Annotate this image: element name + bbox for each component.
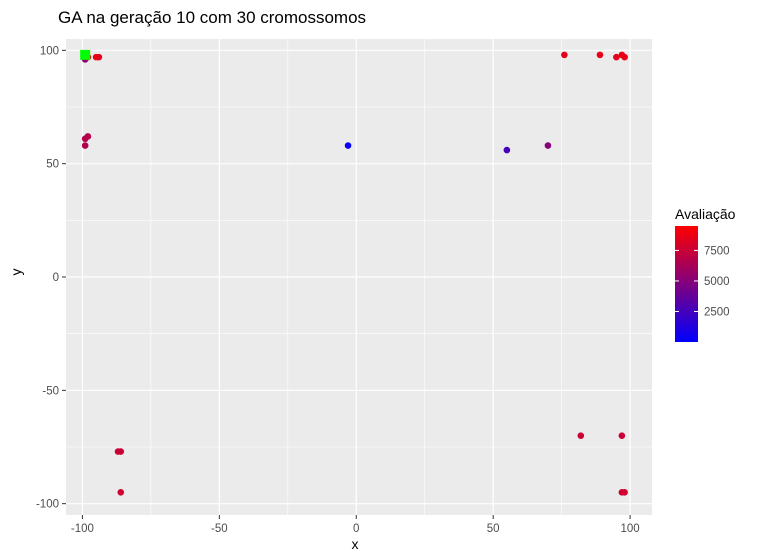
y-tick-label: 50 <box>46 159 59 171</box>
data-point <box>561 51 568 59</box>
data-point <box>621 53 628 61</box>
color-legend: Avaliação 2500 5000 7500 <box>675 206 736 342</box>
y-axis-title: y <box>8 269 24 276</box>
y-axis: -100 -50 0 50 100 <box>36 45 66 511</box>
legend-tick-label: 2500 <box>704 306 730 318</box>
data-point <box>344 142 352 149</box>
legend-tick-label: 5000 <box>704 276 730 288</box>
y-tick-label: -100 <box>36 499 59 511</box>
x-axis-title: x <box>352 536 359 552</box>
data-point <box>117 448 125 455</box>
x-tick-label: 0 <box>353 523 359 535</box>
y-tick-label: 0 <box>53 272 59 284</box>
legend-tick-label: 7500 <box>704 245 730 257</box>
x-axis: -100 -50 0 50 100 <box>71 515 640 535</box>
data-point <box>117 489 125 496</box>
best-solution-marker <box>80 49 91 60</box>
grid-major <box>66 39 652 515</box>
x-tick-label: 100 <box>620 523 639 535</box>
legend-colorbar <box>675 226 698 342</box>
x-tick-label: -50 <box>211 523 228 535</box>
data-point <box>618 432 626 439</box>
data-point <box>503 146 511 154</box>
y-tick-label: 100 <box>40 45 59 57</box>
data-point <box>596 51 604 59</box>
data-point <box>577 432 585 439</box>
x-tick-label: 50 <box>487 523 500 535</box>
legend-title: Avaliação <box>675 206 736 222</box>
data-point <box>613 53 620 61</box>
data-point <box>81 142 89 149</box>
data-point <box>84 133 92 140</box>
data-points <box>80 49 628 496</box>
x-tick-label: -100 <box>71 523 94 535</box>
data-point <box>95 53 103 61</box>
data-point <box>621 489 628 496</box>
chart-title: GA na geração 10 com 30 cromossomos <box>58 8 366 27</box>
y-tick-label: -50 <box>42 385 59 397</box>
data-point <box>544 142 552 149</box>
